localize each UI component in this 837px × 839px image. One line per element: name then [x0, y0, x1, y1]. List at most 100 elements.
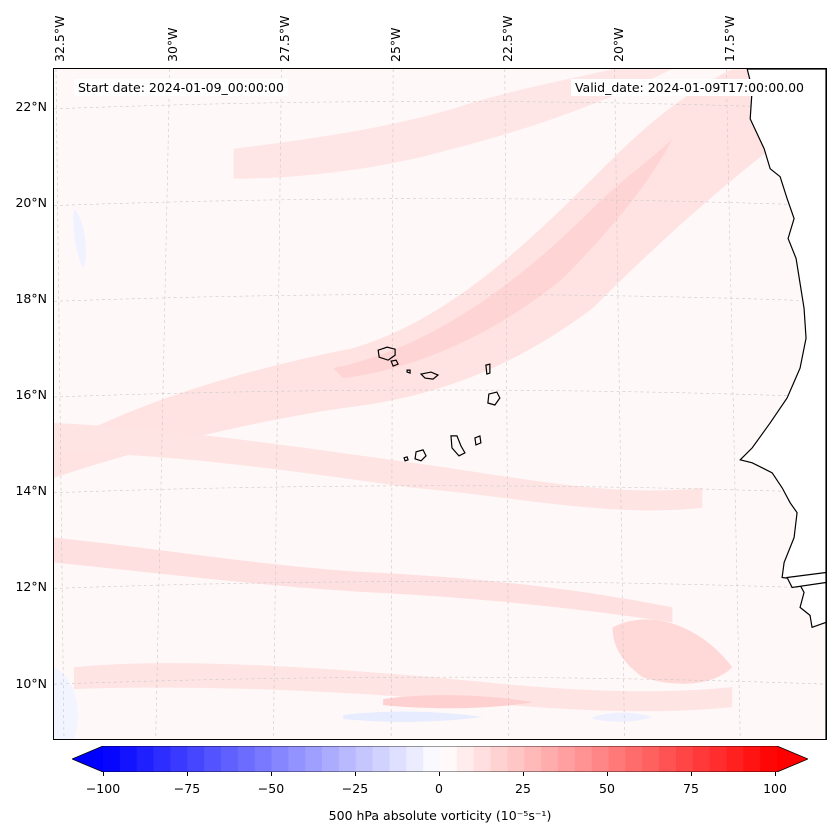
colorbar-segment — [103, 746, 121, 772]
colorbar-segment — [490, 746, 508, 772]
colorbar-segment — [170, 746, 188, 772]
colorbar-segment — [608, 746, 626, 772]
colorbar-segment — [574, 746, 593, 772]
colorbar-segment — [271, 746, 289, 772]
colorbar-segment — [355, 746, 374, 772]
colorbar-segment — [743, 746, 761, 772]
vorticity-map — [54, 69, 826, 739]
lon-label-17.5w: 17.5°W — [722, 15, 737, 62]
colorbar-tickmark — [607, 772, 608, 776]
island-santo-antao — [377, 346, 396, 361]
colorbar-tick-label: 75 — [683, 781, 699, 796]
colorbar-tickmark — [355, 772, 356, 776]
colorbar-segment — [440, 746, 458, 772]
island-sal — [485, 363, 491, 375]
island-santa-luzia — [406, 369, 411, 374]
colorbar-segment — [507, 746, 525, 772]
lon-label-30w: 30°W — [165, 27, 180, 62]
lon-label-22.5w: 22.5°W — [500, 15, 515, 62]
colorbar-segment — [204, 746, 222, 772]
vorticity-band-main — [54, 69, 826, 478]
valid-date-label: Valid_date: 2024-01-09T17:00:00.00 — [570, 79, 808, 96]
colorbar-segment — [338, 746, 357, 772]
colorbar-segment — [187, 746, 205, 772]
island-fogo — [414, 449, 427, 462]
lat-label-16n: 16°N — [15, 387, 47, 402]
colorbar-segment — [625, 746, 643, 772]
colorbar-segment — [473, 746, 492, 772]
vorticity-band-lower1 — [54, 422, 703, 511]
vorticity-band-upper — [233, 69, 673, 179]
colorbar-segment — [237, 746, 256, 772]
graticule — [54, 69, 826, 739]
colorbar-tickmark — [187, 772, 188, 776]
colorbar-extend-max — [777, 746, 808, 772]
colorbar-segment — [726, 746, 744, 772]
lat-label-12n: 12°N — [15, 579, 47, 594]
colorbar-tickmark — [103, 772, 104, 776]
lat-label-20n: 20°N — [15, 195, 47, 210]
colorbar — [72, 746, 808, 772]
vorticity-band-lower3 — [73, 663, 733, 712]
vorticity-patch-south — [383, 695, 533, 709]
colorbar-tick-label: −75 — [173, 781, 201, 796]
colorbar-title: 500 hPa absolute vorticity (10⁻⁵s⁻¹) — [328, 808, 552, 823]
colorbar-tick-label: 50 — [599, 781, 615, 796]
lon-label-25w: 25°W — [388, 27, 403, 62]
colorbar-segment — [288, 746, 306, 772]
lon-label-20w: 20°W — [611, 27, 626, 62]
colorbar-segment — [659, 746, 677, 772]
colorbar-segment — [642, 746, 660, 772]
island-santiago — [450, 435, 466, 457]
colorbar-segment — [372, 746, 391, 772]
colorbar-tickmark — [775, 772, 776, 776]
island-boa-vista — [487, 391, 501, 406]
colorbar-extend-min — [72, 746, 103, 772]
colorbar-segment — [423, 746, 441, 772]
cape-verde-islands — [377, 346, 501, 462]
colorbar-tick-label: −100 — [85, 781, 121, 796]
colorbar-tickmark — [523, 772, 524, 776]
colorbar-tickmark — [271, 772, 272, 776]
colorbar-segment — [591, 746, 610, 772]
colorbar-tick-label: −50 — [257, 781, 285, 796]
colorbar-segment — [456, 746, 475, 772]
colorbar-segment — [692, 746, 711, 772]
colorbar-segment — [541, 746, 559, 772]
island-sao-vicente — [390, 359, 399, 367]
colorbar-segment — [305, 746, 323, 772]
vorticity-negative-patch-3 — [73, 208, 86, 269]
lon-label-32.5w: 32.5°W — [52, 15, 67, 62]
vorticity-negative-patch-4 — [54, 667, 78, 739]
vorticity-field — [54, 69, 826, 739]
island-brava — [403, 456, 409, 462]
lat-label-18n: 18°N — [15, 291, 47, 306]
vorticity-negative-patch-2 — [592, 712, 653, 722]
lon-label-27.5w: 27.5°W — [277, 15, 292, 62]
lat-label-22n: 22°N — [15, 99, 47, 114]
island-maio — [474, 435, 482, 446]
coastline-west-africa — [739, 69, 826, 739]
colorbar-tickmark — [439, 772, 440, 776]
colorbar-segment — [675, 746, 694, 772]
colorbar-tick-label: 100 — [763, 781, 787, 796]
lat-label-14n: 14°N — [15, 483, 47, 498]
colorbar-segment — [153, 746, 171, 772]
colorbar-segment — [406, 746, 424, 772]
colorbar-segment — [136, 746, 155, 772]
colorbar-tick-label: 0 — [435, 781, 443, 796]
colorbar-segment — [389, 746, 407, 772]
colorbar-segment — [557, 746, 576, 772]
colorbar-tick-label: −25 — [341, 781, 369, 796]
start-date-label: Start date: 2024-01-09_00:00:00 — [74, 79, 288, 96]
colorbar-segment — [524, 746, 542, 772]
colorbar-segment — [709, 746, 728, 772]
colorbar-segment — [119, 746, 138, 772]
vorticity-band-lower2 — [54, 537, 673, 623]
colorbar-segment — [254, 746, 273, 772]
lat-label-10n: 10°N — [15, 676, 47, 691]
colorbar-segment — [220, 746, 239, 772]
map-panel[interactable]: Start date: 2024-01-09_00:00:00 Valid_da… — [53, 68, 827, 740]
island-sao-nicolau — [419, 371, 440, 380]
colorbar-tick-label: 25 — [515, 781, 531, 796]
